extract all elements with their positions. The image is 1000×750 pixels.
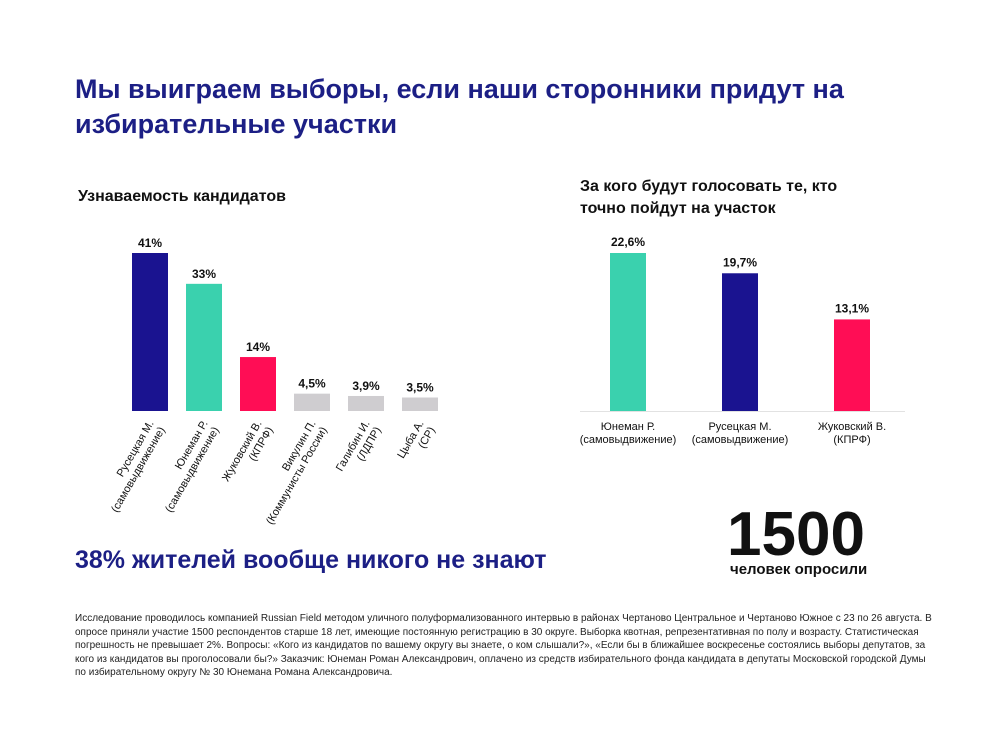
value-label-recognition-1: 33% — [192, 267, 216, 281]
bar-recognition-4 — [348, 395, 384, 411]
bar-recognition-0 — [132, 253, 168, 411]
value-label-recognition-5: 3,5% — [406, 381, 434, 395]
value-label-recognition-0: 41% — [138, 236, 162, 250]
category-label-voting-0: Юнеман Р. (самовыдвижение) — [580, 421, 677, 446]
bar-voting-2 — [834, 319, 870, 411]
bar-recognition-1 — [186, 283, 222, 411]
methodology-footnote: Исследование проводилось компанией Russi… — [75, 613, 932, 678]
chart-title-recognition: Узнаваемость кандидатов — [78, 188, 286, 205]
value-label-recognition-3: 4,5% — [298, 377, 326, 391]
bar-recognition-2 — [240, 357, 276, 411]
value-label-voting-1: 19,7% — [723, 255, 757, 269]
bar-voting-1 — [722, 273, 758, 411]
chart-title-voting: За кого будут голосовать те, кто точно п… — [580, 178, 838, 217]
respondents-count: 1500 — [727, 500, 865, 569]
category-label-voting-1: Русецкая М. (самовыдвижение) — [692, 421, 789, 446]
value-label-voting-2: 13,1% — [835, 301, 869, 315]
value-label-voting-0: 22,6% — [611, 235, 645, 249]
value-label-recognition-2: 14% — [246, 340, 270, 354]
value-label-recognition-4: 3,9% — [352, 379, 380, 393]
bar-recognition-5 — [402, 397, 438, 411]
category-label-voting-2: Жуковский В. (КПРФ) — [818, 421, 886, 446]
bar-recognition-3 — [294, 393, 330, 411]
respondents-caption: человек опросили — [730, 561, 868, 578]
page-headline: Мы выиграем выборы, если наши сторонники… — [75, 74, 844, 139]
bar-voting-0 — [610, 253, 646, 411]
unknown-candidates-headline: 38% жителей вообще никого не знают — [75, 546, 547, 574]
